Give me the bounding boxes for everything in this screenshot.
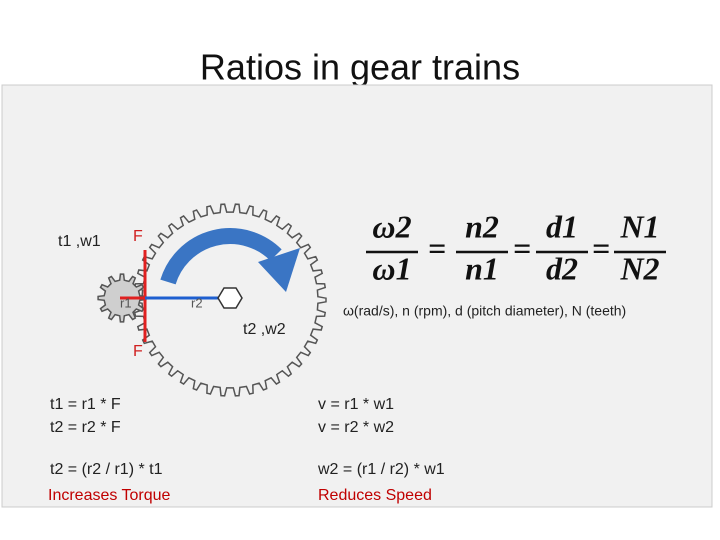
equals-sign: = — [428, 230, 446, 266]
numerator: d1 — [546, 208, 578, 244]
arrow-head — [258, 248, 300, 292]
denominator: ω1 — [372, 250, 411, 286]
numerator: N1 — [619, 208, 659, 244]
equals-sign: = — [592, 230, 610, 266]
force-label: F — [133, 228, 143, 245]
numerator: ω2 — [372, 208, 411, 244]
note: Reduces Speed — [318, 487, 432, 504]
note: Increases Torque — [48, 487, 171, 504]
denominator: N2 — [619, 250, 659, 286]
equation-legend: ω(rad/s), n (rpm), d (pitch diameter), N… — [343, 303, 626, 319]
driver-label: t1 ,w1 — [58, 233, 101, 250]
numerator: n2 — [465, 208, 499, 244]
denominator: d2 — [546, 250, 578, 286]
rotation-arrow — [160, 228, 282, 285]
equals-sign: = — [513, 230, 531, 266]
formula: v = r1 * w1 — [318, 396, 394, 413]
formula: t2 = r2 * F — [50, 419, 121, 436]
title: Ratios in gear trains — [200, 47, 520, 88]
denominator: n1 — [465, 250, 499, 286]
r2-label: r2 — [191, 295, 203, 310]
force-label: F — [133, 343, 143, 360]
hexagon — [217, 287, 243, 309]
driven-label: t2 ,w2 — [243, 321, 286, 338]
formula: t2 = (r2 / r1) * t1 — [50, 461, 163, 478]
formula: w2 = (r1 / r2) * w1 — [317, 461, 445, 478]
r1-label: r1 — [120, 295, 132, 310]
formula: v = r2 * w2 — [318, 419, 394, 436]
formula: t1 = r1 * F — [50, 396, 121, 413]
